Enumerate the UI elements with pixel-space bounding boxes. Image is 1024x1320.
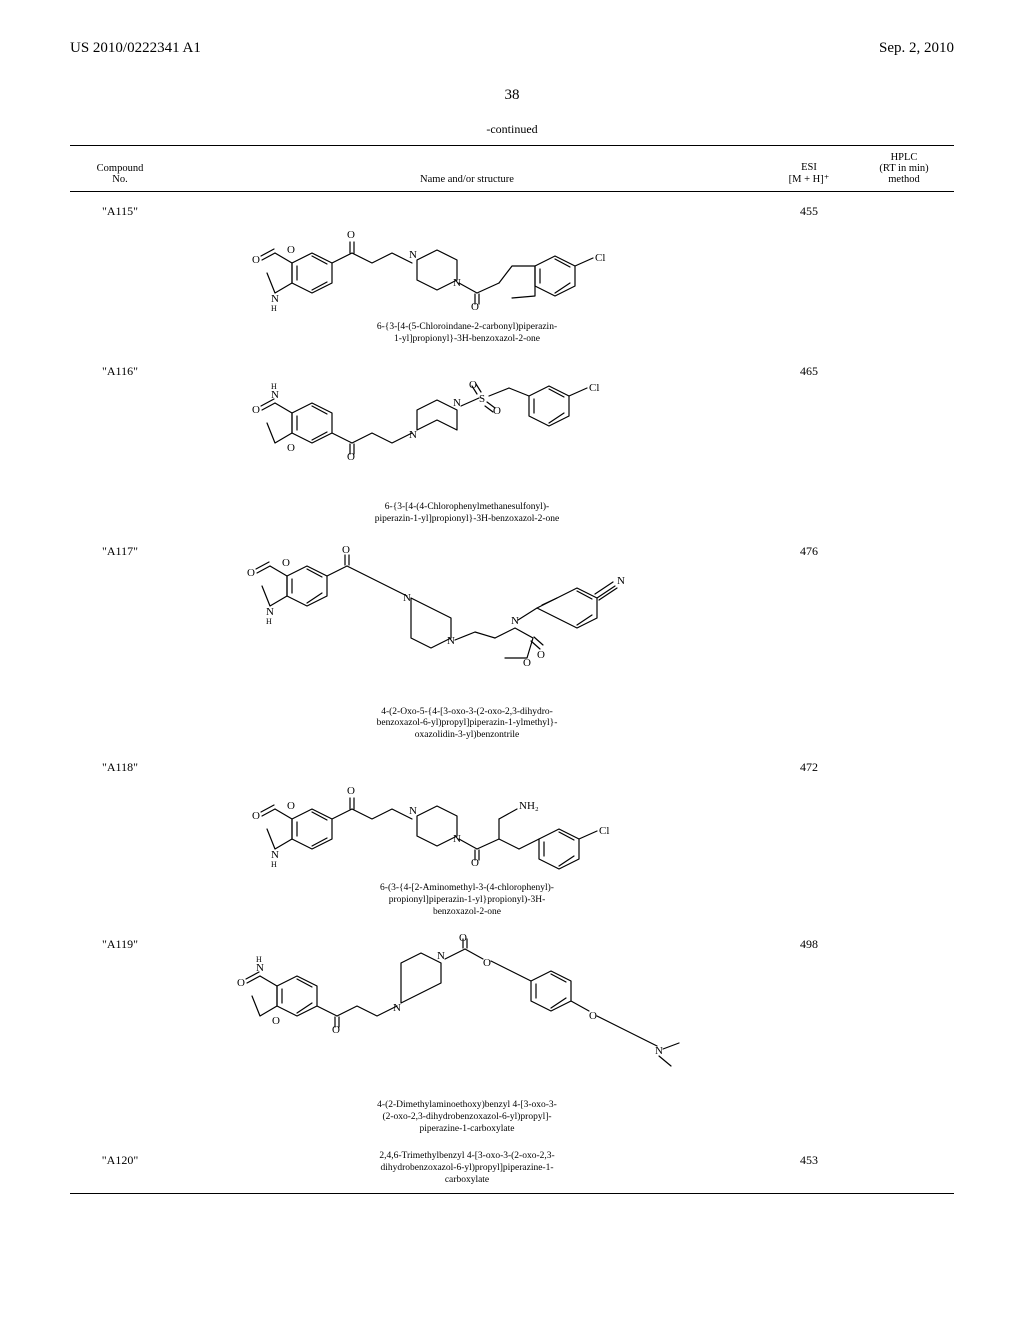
svg-text:H: H	[271, 860, 277, 869]
svg-text:O: O	[342, 544, 350, 556]
structure-svg: O O N H O N N O	[237, 754, 697, 879]
structure-svg: O N H O O N N	[237, 358, 697, 498]
svg-text:H: H	[256, 955, 262, 964]
svg-text:NH₂: NH₂	[519, 800, 539, 812]
svg-text:O: O	[347, 229, 355, 241]
svg-text:N: N	[409, 249, 417, 261]
col-esi: ESI [M + H]⁺	[764, 162, 854, 185]
table-row: "A116" O N H O O N	[70, 352, 954, 532]
hplc-value	[854, 358, 954, 364]
svg-text:O: O	[483, 957, 491, 969]
compound-no: "A118"	[70, 754, 170, 775]
col-hplc-l2: (RT in min)	[854, 163, 954, 174]
hplc-value	[854, 198, 954, 204]
svg-text:N: N	[409, 429, 417, 441]
svg-text:N: N	[409, 805, 417, 817]
hplc-value	[854, 1147, 954, 1153]
svg-text:Cl: Cl	[599, 825, 609, 837]
svg-text:O: O	[287, 800, 295, 812]
compound-name: 4-(2-Oxo-5-{4-[3-oxo-3-(2-oxo-2,3-dihydr…	[377, 707, 558, 743]
continued-label: -continued	[70, 122, 954, 137]
esi-value: 453	[764, 1147, 854, 1168]
svg-text:O: O	[252, 254, 260, 266]
svg-text:S: S	[479, 393, 485, 405]
hplc-value	[854, 538, 954, 544]
svg-text:O: O	[523, 657, 531, 669]
hplc-value	[854, 931, 954, 937]
esi-value: 455	[764, 198, 854, 219]
compound-name: 2,4,6-Trimethylbenzyl 4-[3-oxo-3-(2-oxo-…	[379, 1151, 554, 1187]
svg-text:O: O	[347, 785, 355, 797]
svg-text:N: N	[403, 592, 411, 604]
svg-text:O: O	[282, 557, 290, 569]
compound-no: "A117"	[70, 538, 170, 559]
col-hplc-l3: method	[854, 174, 954, 185]
esi-value: 472	[764, 754, 854, 775]
col-hplc-l1: HPLC	[854, 152, 954, 163]
svg-text:H: H	[271, 382, 277, 391]
compound-no: "A120"	[70, 1147, 170, 1168]
svg-text:H: H	[266, 617, 272, 626]
col-no-text: Compound No.	[70, 163, 170, 185]
svg-text:O: O	[272, 1015, 280, 1027]
svg-text:O: O	[247, 567, 255, 579]
col-hplc: HPLC (RT in min) method	[854, 152, 954, 185]
svg-text:Cl: Cl	[589, 382, 599, 394]
svg-text:N: N	[453, 397, 461, 409]
structure-cell: 2,4,6-Trimethylbenzyl 4-[3-oxo-3-(2-oxo-…	[170, 1147, 764, 1187]
structure-cell: O N H O O N N O	[170, 931, 764, 1136]
hplc-value	[854, 754, 954, 760]
compound-name: 6-(3-{4-[2-Aminomethyl-3-(4-chlorophenyl…	[380, 883, 554, 919]
structure-svg: O O N H O N	[237, 198, 697, 318]
esi-value: 476	[764, 538, 854, 559]
svg-text:N: N	[437, 950, 445, 962]
compound-no: "A116"	[70, 358, 170, 379]
page-number: 38	[70, 87, 954, 104]
svg-text:N: N	[447, 635, 455, 647]
table-row: "A118" O O N H O N N	[70, 748, 954, 925]
svg-text:O: O	[252, 404, 260, 416]
esi-value: 498	[764, 931, 854, 952]
table-row: "A115" O O N H O	[70, 192, 954, 352]
table-row: "A117" O O N H O N N	[70, 532, 954, 749]
structure-svg: O O N H O N N	[237, 538, 697, 703]
svg-text:N: N	[655, 1045, 663, 1057]
col-esi-l1: ESI	[764, 162, 854, 173]
structure-cell: O O N H O N N O	[170, 754, 764, 919]
col-compound-no: Compound No.	[70, 163, 170, 185]
structure-svg: O N H O O N N O	[227, 931, 707, 1096]
svg-text:O: O	[237, 977, 245, 989]
structure-cell: O O N H O N N	[170, 538, 764, 743]
svg-text:N: N	[617, 575, 625, 587]
compound-table: Compound No. Name and/or structure ESI […	[70, 145, 954, 1194]
patent-number: US 2010/0222341 A1	[70, 40, 201, 57]
table-row: "A119" O N H O O N N	[70, 925, 954, 1142]
compound-no: "A119"	[70, 931, 170, 952]
esi-value: 465	[764, 358, 854, 379]
svg-text:O: O	[589, 1010, 597, 1022]
table-header: Compound No. Name and/or structure ESI […	[70, 146, 954, 192]
svg-text:N: N	[393, 1002, 401, 1014]
compound-name: 6-{3-[4-(4-Chlorophenylmethanesulfonyl)-…	[375, 502, 559, 526]
patent-date: Sep. 2, 2010	[879, 40, 954, 57]
svg-text:Cl: Cl	[595, 252, 605, 264]
svg-text:O: O	[287, 244, 295, 256]
table-row: "A120" 2,4,6-Trimethylbenzyl 4-[3-oxo-3-…	[70, 1141, 954, 1193]
svg-text:O: O	[537, 649, 545, 661]
svg-text:O: O	[287, 442, 295, 454]
col-name: Name and/or structure	[170, 174, 764, 185]
compound-no: "A115"	[70, 198, 170, 219]
svg-text:O: O	[252, 810, 260, 822]
compound-name: 6-{3-[4-(5-Chloroindane-2-carbonyl)piper…	[377, 322, 557, 346]
svg-text:N: N	[511, 615, 519, 627]
svg-text:H: H	[271, 304, 277, 313]
structure-cell: O O N H O N	[170, 198, 764, 346]
compound-name: 4-(2-Dimethylaminoethoxy)benzyl 4-[3-oxo…	[377, 1100, 557, 1136]
page-header: US 2010/0222341 A1 Sep. 2, 2010	[70, 40, 954, 57]
svg-text:O: O	[469, 379, 477, 391]
structure-cell: O N H O O N N	[170, 358, 764, 526]
col-esi-l2: [M + H]⁺	[764, 173, 854, 185]
